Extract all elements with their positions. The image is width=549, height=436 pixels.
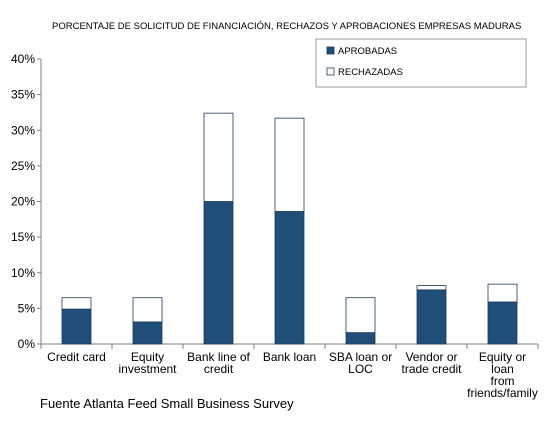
bar-rejected bbox=[61, 297, 92, 310]
bar-approved bbox=[416, 289, 447, 345]
x-category-label: Equity bbox=[131, 350, 164, 364]
x-category-label: friends/family bbox=[467, 386, 538, 400]
bar-approved bbox=[345, 332, 376, 345]
y-tick-labels: 0% 5% 10% 15% 20% 25% 30% 35% 40% bbox=[11, 52, 35, 351]
bar-rejected bbox=[487, 283, 518, 303]
legend: APROBADAS RECHAZADAS bbox=[315, 38, 527, 88]
legend-box bbox=[315, 38, 527, 88]
legend-label: RECHAZADAS bbox=[338, 67, 403, 78]
y-tick-label: 25% bbox=[11, 159, 35, 173]
legend-swatch bbox=[326, 46, 335, 55]
y-tick-label: 30% bbox=[11, 123, 35, 137]
x-category-label: Vendor or bbox=[405, 350, 457, 364]
x-category-label: credit bbox=[204, 362, 234, 376]
bar-approved bbox=[203, 201, 234, 345]
x-category-label: investment bbox=[118, 362, 177, 376]
x-category-label: Credit card bbox=[47, 350, 106, 364]
y-tick-label: 15% bbox=[11, 230, 35, 244]
y-tick-label: 35% bbox=[11, 88, 35, 102]
chart-title: PORCENTAJE DE SOLICITUD DE FINANCIACIÓN,… bbox=[52, 21, 521, 32]
y-tick-label: 5% bbox=[18, 301, 36, 315]
y-tick-label: 20% bbox=[11, 195, 35, 209]
bars bbox=[61, 112, 518, 345]
x-category-label: Bank loan bbox=[263, 350, 316, 364]
bar-rejected bbox=[345, 297, 376, 333]
x-category-label: Equity or bbox=[479, 350, 526, 364]
x-category-label: SBA loan or bbox=[329, 350, 392, 364]
y-tick-label: 40% bbox=[11, 52, 35, 66]
y-tick-label: 0% bbox=[18, 337, 36, 351]
x-category-label: LOC bbox=[348, 362, 373, 376]
bar-rejected bbox=[416, 285, 447, 291]
bar-rejected bbox=[132, 297, 163, 323]
x-category-label: trade credit bbox=[401, 362, 462, 376]
bar-approved bbox=[61, 308, 92, 345]
bar-rejected bbox=[203, 112, 234, 202]
legend-swatch bbox=[326, 67, 335, 76]
source-note: Fuente Atlanta Feed Small Business Surve… bbox=[40, 396, 294, 411]
bar-rejected bbox=[274, 117, 305, 212]
bar-approved bbox=[487, 301, 518, 345]
x-category-label: loan bbox=[491, 362, 514, 376]
bar-approved bbox=[132, 321, 163, 345]
x-category-label: Bank line of bbox=[187, 350, 250, 364]
bar-approved bbox=[274, 211, 305, 345]
x-category-label: from bbox=[491, 374, 515, 388]
legend-label: APROBADAS bbox=[338, 46, 397, 57]
y-tick-label: 10% bbox=[11, 266, 35, 280]
